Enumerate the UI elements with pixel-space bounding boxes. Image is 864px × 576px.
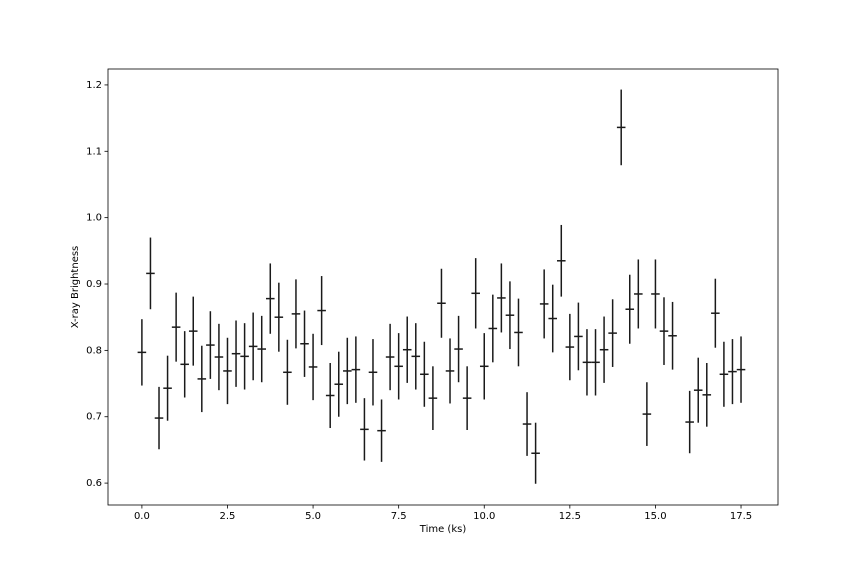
x-tick-label: 15.0 — [644, 511, 666, 522]
x-tick-label: 5.0 — [305, 511, 321, 522]
x-tick-label: 17.5 — [730, 511, 752, 522]
x-tick-label: 0.0 — [134, 511, 150, 522]
plot-frame — [107, 68, 779, 506]
y-tick-label: 1.2 — [86, 80, 102, 91]
y-tick-label: 0.6 — [86, 478, 102, 489]
y-tick-label: 1.1 — [86, 146, 102, 157]
x-tick-label: 7.5 — [391, 511, 407, 522]
x-tick-label: 2.5 — [220, 511, 236, 522]
x-tick-label: 12.5 — [559, 511, 581, 522]
y-axis-label: X-ray Brightness — [70, 246, 81, 329]
x-axis-label: Time (ks) — [419, 524, 467, 535]
y-tick-label: 0.9 — [86, 279, 102, 290]
x-tick-label: 10.0 — [473, 511, 495, 522]
y-tick-label: 0.8 — [86, 345, 102, 356]
y-tick-label: 0.7 — [86, 412, 102, 423]
y-tick-label: 1.0 — [86, 213, 102, 224]
